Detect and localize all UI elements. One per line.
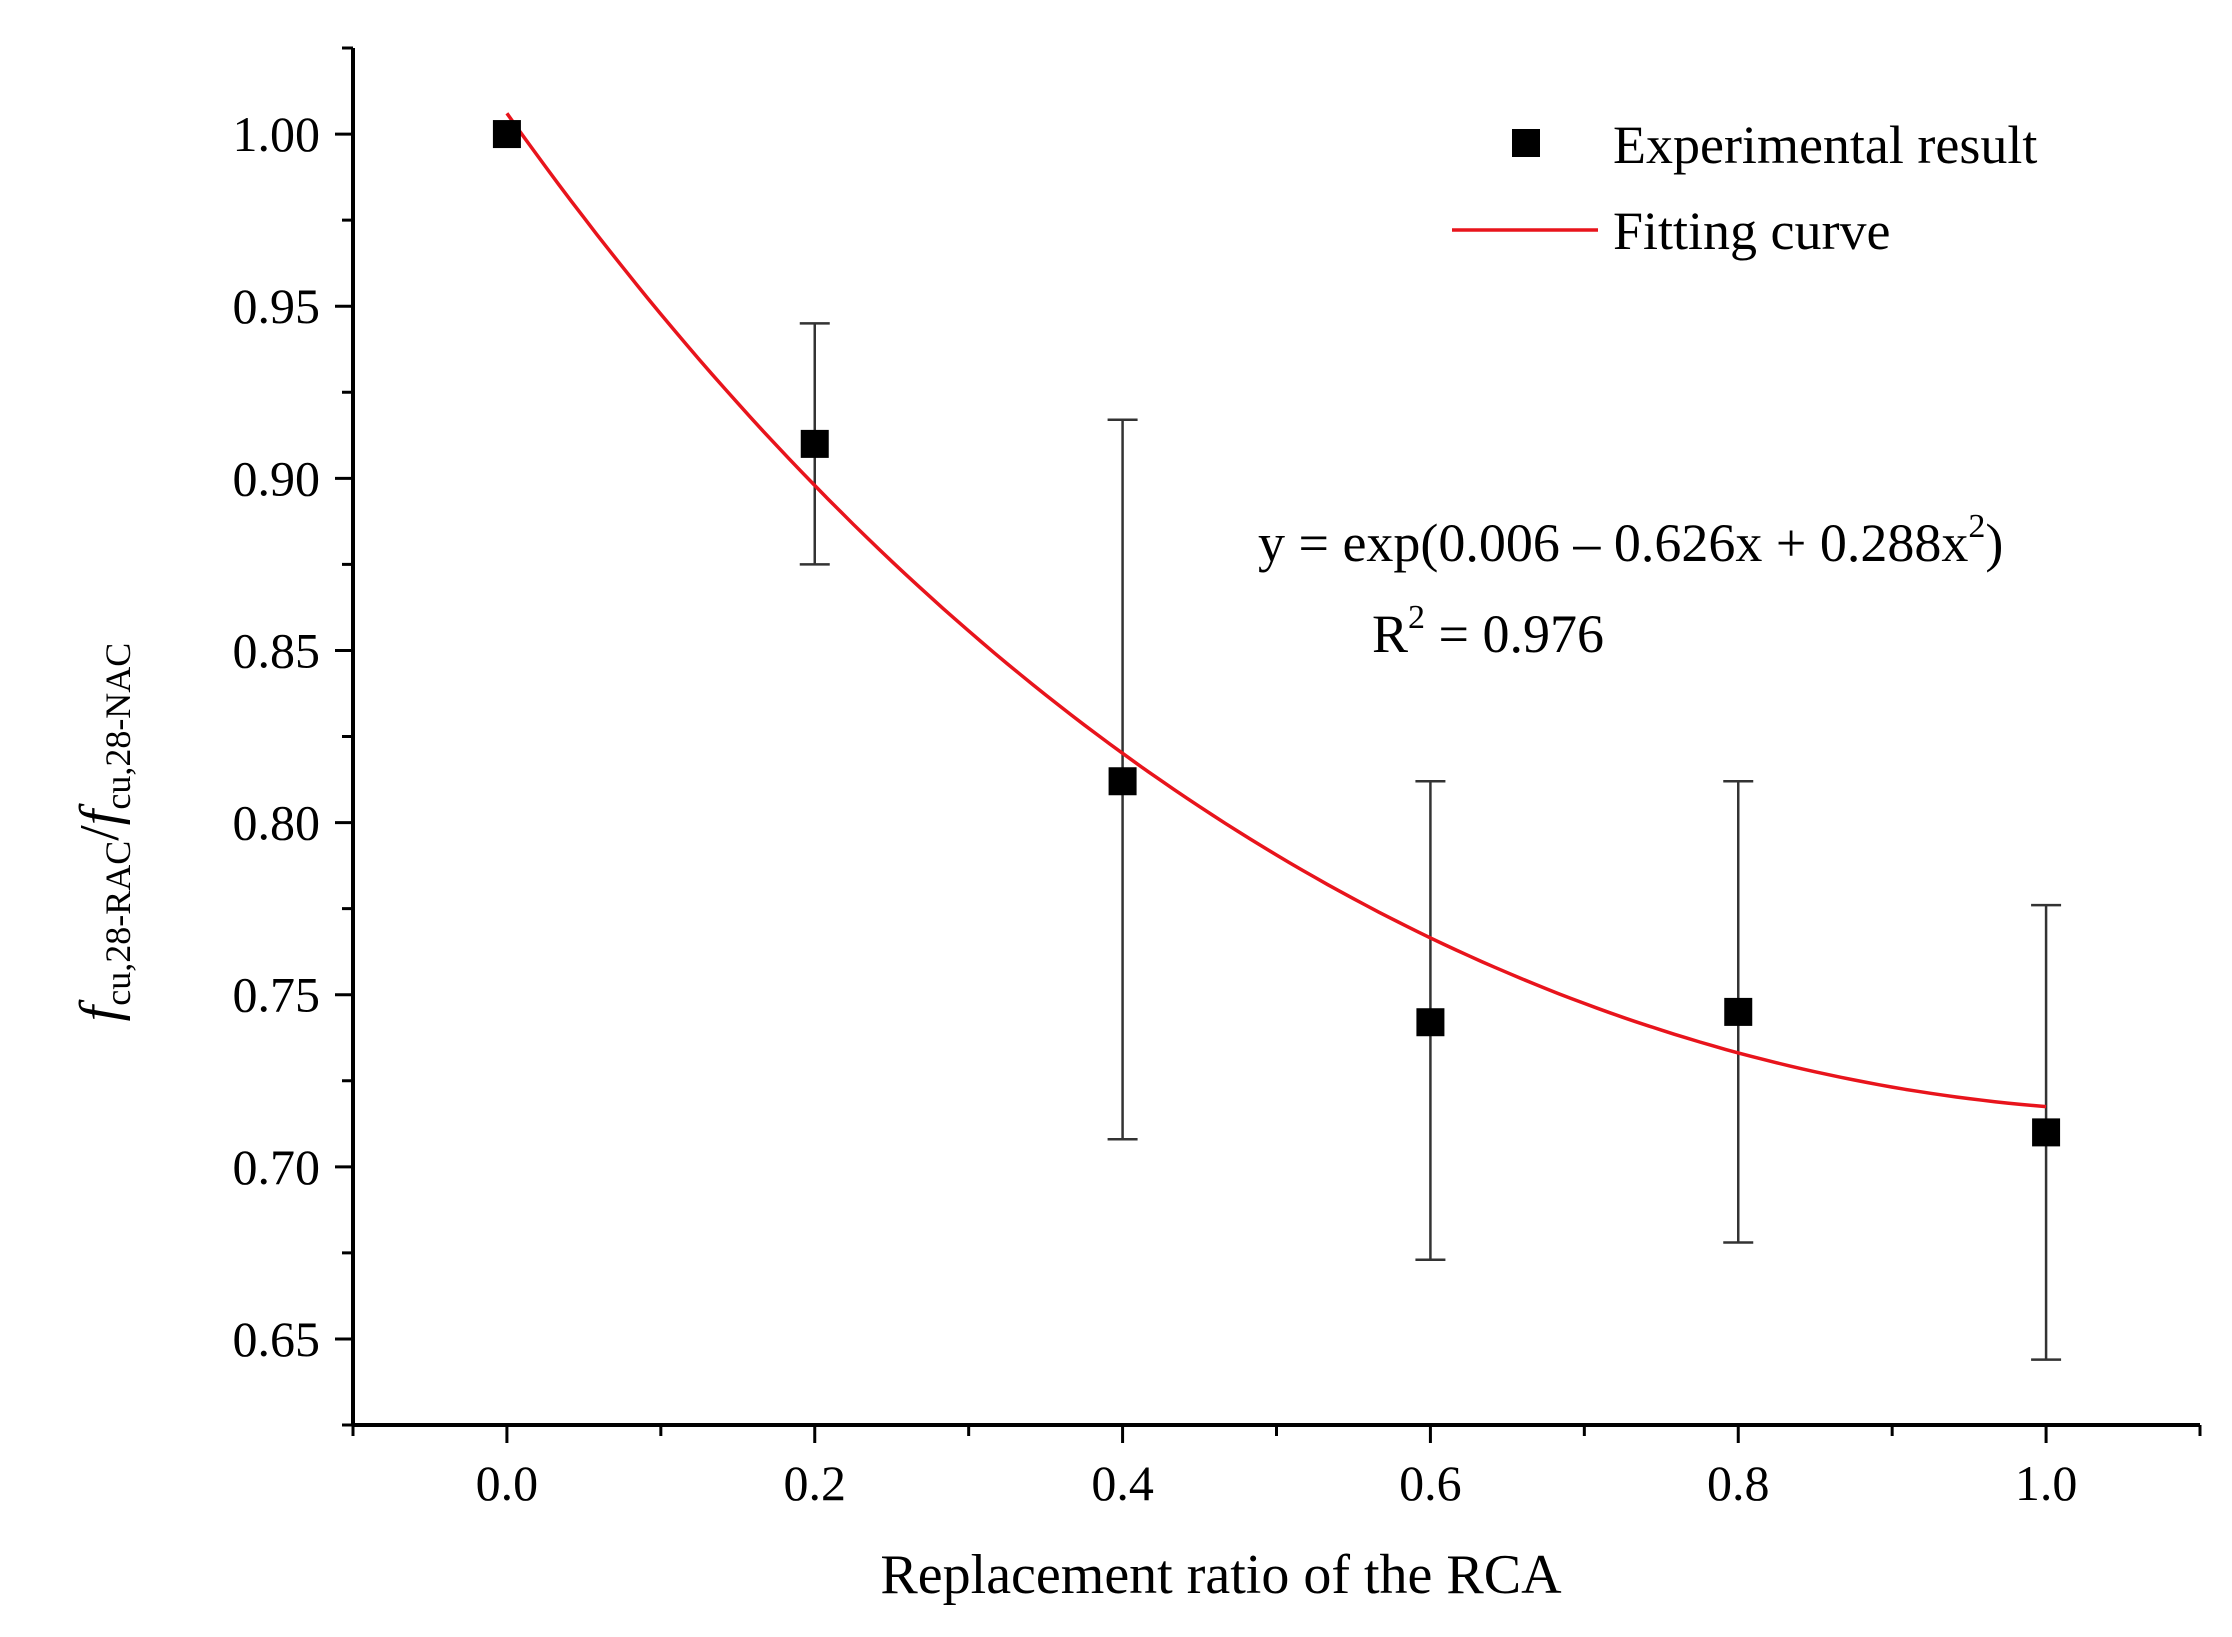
fitting-curve-line xyxy=(505,112,2047,1109)
legend-label-experimental: Experimental result xyxy=(1613,115,2037,175)
r-squared-label: R xyxy=(1372,604,1408,664)
fit-equation-close: ) xyxy=(1985,513,2003,573)
y-tick-label: 0.85 xyxy=(233,622,321,678)
y-tick-label: 1.00 xyxy=(233,106,321,162)
x-tick-label: 1.0 xyxy=(2015,1455,2078,1511)
y-tick-label: 0.95 xyxy=(233,278,321,334)
x-ticks: 0.0 0.2 0.4 0.6 0.8 1.0 xyxy=(351,1425,2202,1511)
x-tick-label: 0.4 xyxy=(1091,1455,1154,1511)
y-axis-title: fcu,28-RAC/fcu,28-NAC xyxy=(69,643,138,1022)
fit-equation-annotation: y = exp(0.006 – 0.626x + 0.288x2) xyxy=(1258,508,2003,573)
legend-marker-experimental xyxy=(1512,129,1540,157)
x-tick-label: 0.0 xyxy=(476,1455,539,1511)
x-tick-label: 0.8 xyxy=(1707,1455,1770,1511)
y-tick-label: 0.80 xyxy=(233,795,321,851)
fit-equation-superscript: 2 xyxy=(1968,508,1985,545)
data-point-marker xyxy=(800,429,829,458)
y-ticks: 0.65 0.70 0.75 0.80 0.85 0.90 0.95 1.00 xyxy=(233,46,353,1427)
y-axis-title-slash: / xyxy=(69,825,131,841)
r-squared-annotation: R2 = 0.976 xyxy=(1372,599,1604,664)
r-squared-value: = 0.976 xyxy=(1425,604,1604,664)
legend-label-fitting-curve: Fitting curve xyxy=(1613,201,1890,261)
y-tick-label: 0.65 xyxy=(233,1311,321,1367)
x-axis-title: Replacement ratio of the RCA xyxy=(880,1544,1562,1606)
y-axis-title-sub1: cu,28-RAC xyxy=(98,841,138,1006)
legend: Experimental result Fitting curve xyxy=(1452,115,2037,261)
x-tick-label: 0.2 xyxy=(784,1455,847,1511)
x-tick-label: 0.6 xyxy=(1399,1455,1462,1511)
y-tick-label: 0.70 xyxy=(233,1139,321,1195)
data-points xyxy=(492,120,2061,1147)
data-point-marker xyxy=(492,120,521,149)
fit-equation-main: y = exp(0.006 – 0.626x + 0.288x xyxy=(1258,513,1968,573)
data-point-marker xyxy=(1108,767,1137,796)
y-tick-label: 0.75 xyxy=(233,967,321,1023)
y-axis-title-sub2: cu,28-NAC xyxy=(98,643,138,810)
data-point-marker xyxy=(1724,997,1753,1026)
r-squared-superscript: 2 xyxy=(1408,599,1425,636)
data-point-marker xyxy=(1416,1008,1445,1037)
data-point-marker xyxy=(2032,1118,2061,1147)
y-tick-label: 0.90 xyxy=(233,450,321,506)
